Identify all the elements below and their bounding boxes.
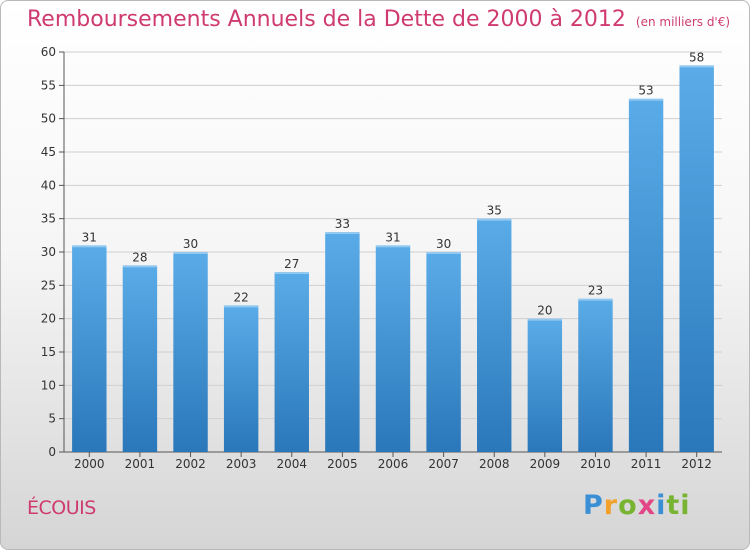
x-tick-label: 2001 — [125, 457, 156, 471]
bar-2000 — [72, 245, 107, 452]
bar-2007 — [426, 252, 461, 452]
bar-2001 — [122, 265, 158, 452]
y-tick-label: 5 — [48, 412, 56, 426]
chart-title-text: Remboursements Annuels de la Dette de 20… — [27, 7, 626, 32]
data-label: 22 — [234, 290, 249, 304]
x-tick-label: 2006 — [378, 457, 409, 471]
bar-highlight — [122, 265, 158, 268]
bar-2003 — [223, 305, 259, 452]
bar-highlight — [527, 318, 563, 321]
bar-highlight — [223, 305, 259, 308]
bar-highlight — [72, 245, 107, 248]
bar-2011 — [628, 98, 664, 453]
y-tick-label: 10 — [41, 378, 56, 392]
proxiti-logo: Proxiti — [583, 490, 691, 521]
bar-highlight — [578, 298, 613, 301]
y-tick-label: 15 — [41, 345, 56, 359]
chart-title: Remboursements Annuels de la Dette de 20… — [27, 7, 730, 32]
bar-2010 — [578, 298, 613, 452]
y-tick-label: 30 — [41, 245, 56, 259]
data-label: 31 — [82, 230, 97, 244]
bar-2006 — [375, 245, 411, 452]
data-label: 30 — [183, 237, 198, 251]
bar-highlight — [679, 65, 714, 68]
data-label: 58 — [689, 50, 704, 64]
bar-2002 — [173, 252, 208, 452]
bar-highlight — [173, 252, 208, 254]
x-tick-label: 2004 — [276, 457, 307, 471]
labels: 0 5 10 15 20 25 30 35 40 45 50 55 60 31 2000 28 2001 30 20… — [41, 45, 712, 471]
y-tick-label: 35 — [41, 212, 56, 226]
y-tick-label: 55 — [41, 78, 56, 92]
x-tick-label: 2003 — [226, 457, 257, 471]
y-tick-label: 20 — [41, 312, 56, 326]
x-tick-label: 2008 — [479, 457, 510, 471]
bar-2009 — [527, 318, 563, 452]
y-tick-label: 0 — [48, 445, 56, 459]
bar-highlight — [477, 218, 512, 221]
y-tick-label: 40 — [41, 178, 56, 192]
x-tick-label: 2002 — [175, 457, 206, 471]
y-tick-label: 25 — [41, 278, 56, 292]
y-tick-label: 50 — [41, 112, 56, 126]
x-tick-label: 2012 — [681, 457, 712, 471]
y-tick-label: 60 — [41, 45, 56, 59]
bar-highlight — [628, 98, 664, 101]
bars — [72, 65, 714, 453]
bar-highlight — [325, 232, 360, 234]
bar-2008 — [477, 218, 512, 452]
bar-2012 — [679, 65, 714, 452]
x-tick-label: 2000 — [74, 457, 105, 471]
data-label: 20 — [537, 304, 552, 318]
x-tick-label: 2005 — [327, 457, 358, 471]
bar-highlight — [375, 245, 411, 248]
data-label: 27 — [284, 257, 299, 271]
data-label: 31 — [385, 230, 400, 244]
data-label: 28 — [132, 250, 147, 264]
data-label: 30 — [436, 237, 451, 251]
commune-name: ÉCOUIS — [27, 497, 96, 519]
data-label: 33 — [335, 217, 350, 231]
y-tick-label: 45 — [41, 145, 56, 159]
x-tick-label: 2009 — [530, 457, 561, 471]
bar-2004 — [274, 272, 309, 452]
x-tick-label: 2011 — [631, 457, 662, 471]
chart-unit: (en milliers d'€) — [635, 15, 731, 29]
data-label: 53 — [638, 84, 653, 98]
bar-2005 — [325, 232, 360, 452]
bar-highlight — [274, 272, 309, 274]
x-tick-label: 2007 — [428, 457, 459, 471]
data-label: 23 — [588, 284, 603, 298]
bar-highlight — [426, 252, 461, 254]
data-label: 35 — [487, 204, 502, 218]
x-tick-label: 2010 — [580, 457, 611, 471]
